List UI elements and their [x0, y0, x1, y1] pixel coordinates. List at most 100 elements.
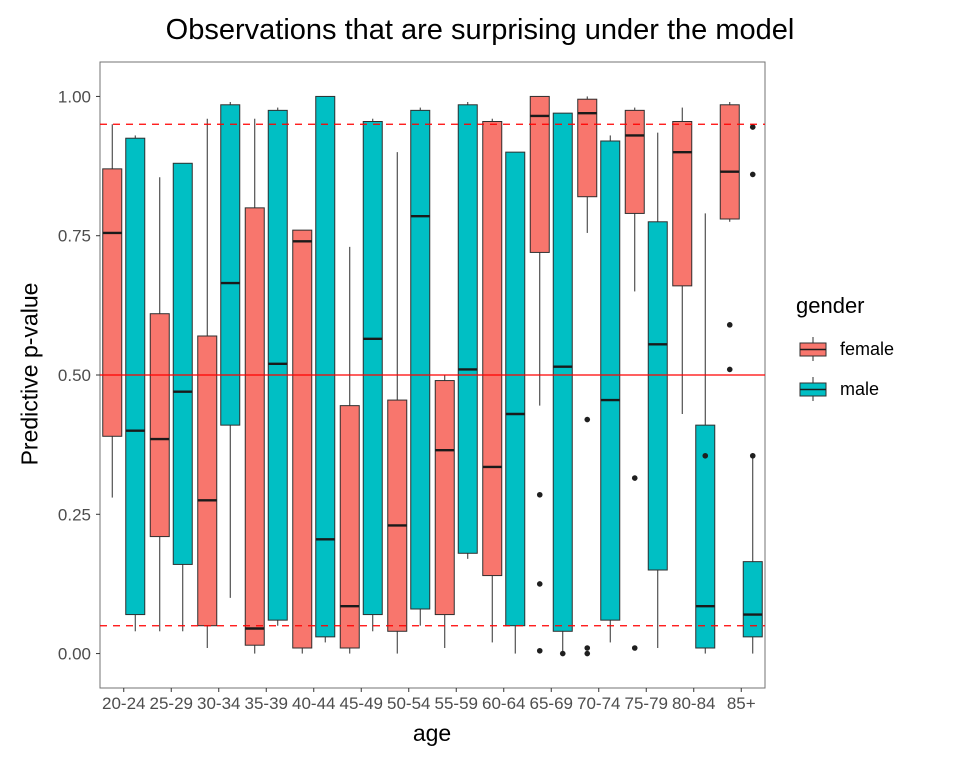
outlier-point	[584, 416, 591, 423]
boxplot-female-50-54	[387, 152, 408, 654]
iqr-box	[244, 207, 265, 646]
iqr-box	[387, 399, 408, 632]
iqr-box	[672, 121, 693, 287]
legend-label-female: female	[840, 338, 895, 359]
iqr-box	[529, 95, 550, 253]
boxplot-female-75-79	[624, 107, 645, 651]
y-tick-label: 0.50	[58, 366, 91, 385]
boxplot-male-35-39	[267, 107, 288, 626]
boxplot-male-25-29	[172, 162, 193, 632]
iqr-box	[482, 121, 503, 577]
iqr-box	[624, 109, 645, 214]
legend-entry-female: female	[796, 335, 894, 363]
x-tick-label: 35-39	[245, 694, 288, 713]
iqr-box	[410, 109, 431, 610]
y-tick-label: 1.00	[58, 87, 91, 106]
x-tick-label: 70-74	[577, 694, 620, 713]
legend-title: gender	[796, 293, 865, 318]
outlier-point	[749, 171, 756, 178]
outlier-point	[749, 452, 756, 459]
iqr-box	[552, 112, 573, 632]
x-tick-label: 50-54	[387, 694, 430, 713]
boxplot-male-80-84	[695, 213, 716, 654]
male-boxplot-key-icon	[799, 377, 827, 401]
outlier-point	[631, 645, 638, 651]
x-tick-label: 40-44	[292, 694, 335, 713]
outlier-point	[726, 322, 733, 328]
iqr-box	[457, 104, 478, 554]
outlier-point	[584, 650, 591, 657]
x-tick-label: 80-84	[672, 694, 715, 713]
iqr-box	[267, 109, 288, 621]
boxplot-male-50-54	[410, 107, 431, 626]
x-tick-label: 45-49	[340, 694, 383, 713]
legend: gender female male	[796, 293, 894, 415]
iqr-box	[742, 561, 763, 638]
y-tick-label: 0.25	[58, 505, 91, 524]
iqr-box	[719, 104, 740, 220]
iqr-box	[647, 221, 668, 571]
boxplot-female-65-69	[529, 95, 550, 654]
iqr-box	[505, 151, 526, 627]
chart-title: Observations that are surprising under t…	[165, 14, 795, 46]
boxplot-male-70-74	[600, 135, 621, 643]
x-tick-label: 65-69	[530, 694, 573, 713]
boxplot-female-60-64	[482, 118, 503, 643]
x-tick-label: 20-24	[102, 694, 145, 713]
iqr-box	[577, 98, 598, 198]
boxplot-female-40-44	[292, 229, 313, 654]
boxplot-male-40-44	[315, 95, 336, 643]
boxplot-female-80-84	[672, 107, 693, 414]
x-tick-label: 75-79	[625, 694, 668, 713]
iqr-box	[220, 104, 241, 426]
x-tick-label: 55-59	[435, 694, 478, 713]
outlier-point	[536, 491, 543, 498]
boxplot-male-20-24	[125, 135, 146, 632]
boxplot-female-45-49	[339, 246, 360, 654]
iqr-box	[600, 140, 621, 621]
outlier-point	[749, 124, 756, 130]
iqr-box	[172, 162, 193, 565]
iqr-box	[197, 335, 218, 627]
x-tick-label: 30-34	[197, 694, 240, 713]
boxplot-male-65-69	[552, 112, 573, 657]
outlier-point	[536, 581, 543, 587]
iqr-box	[434, 380, 455, 616]
boxplot-female-70-74	[577, 96, 598, 657]
iqr-box	[292, 229, 313, 649]
outlier-point	[536, 647, 543, 654]
y-tick-label: 0.00	[58, 645, 91, 664]
boxplot-female-25-29	[149, 177, 170, 632]
iqr-box	[339, 405, 360, 649]
boxplot-female-55-59	[434, 375, 455, 648]
iqr-box	[125, 137, 146, 616]
x-tick-label: 25-29	[150, 694, 193, 713]
boxplot-male-85+	[742, 124, 763, 654]
legend-entry-male: male	[796, 375, 894, 403]
boxplot-male-75-79	[647, 132, 668, 648]
boxplot-female-85+	[719, 102, 740, 373]
iqr-box	[362, 121, 383, 616]
boxplot-male-30-34	[220, 102, 241, 598]
x-tick-label: 85+	[727, 694, 756, 713]
outlier-point	[726, 366, 733, 373]
boxplot-female-35-39	[244, 118, 265, 654]
iqr-box	[695, 424, 716, 649]
boxplot-male-55-59	[457, 102, 478, 559]
boxplot-male-60-64	[505, 151, 526, 654]
outlier-point	[584, 645, 591, 651]
legend-label-male: male	[840, 378, 880, 399]
iqr-box	[315, 95, 336, 638]
x-tick-label: 60-64	[482, 694, 525, 713]
boxplot-female-20-24	[102, 124, 123, 498]
outlier-point	[702, 452, 709, 459]
female-boxplot-key-icon	[799, 337, 827, 361]
iqr-box	[149, 313, 170, 538]
iqr-box	[102, 168, 123, 437]
outlier-point	[631, 475, 638, 481]
outlier-point	[559, 650, 566, 657]
y-tick-label: 0.75	[58, 227, 91, 246]
boxplot-male-45-49	[362, 118, 383, 632]
